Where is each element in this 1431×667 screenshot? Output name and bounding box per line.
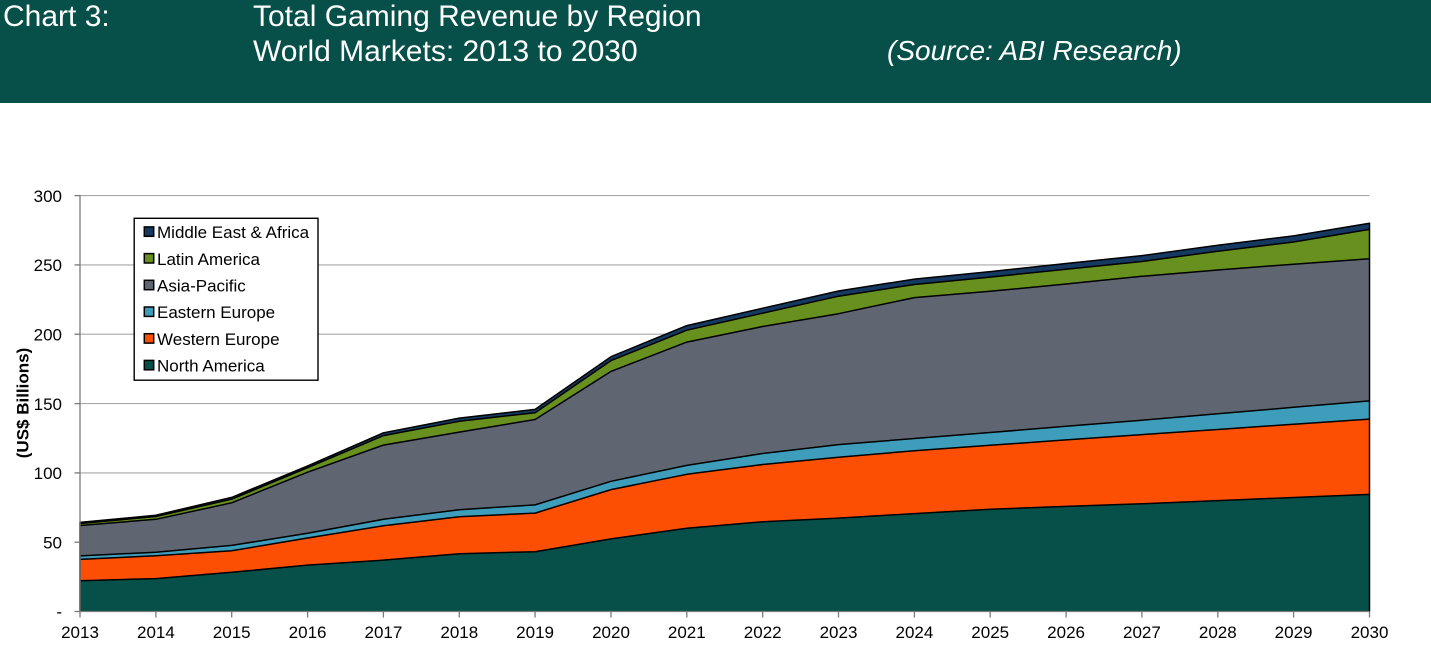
svg-text:Asia-Pacific: Asia-Pacific: [157, 277, 246, 296]
svg-text:2014: 2014: [137, 623, 175, 642]
svg-text:2026: 2026: [1047, 623, 1085, 642]
svg-text:(US$ Billions): (US$ Billions): [14, 348, 33, 459]
svg-text:2019: 2019: [516, 623, 554, 642]
svg-text:100: 100: [34, 464, 62, 483]
svg-text:2027: 2027: [1123, 623, 1161, 642]
svg-text:Eastern Europe: Eastern Europe: [157, 303, 275, 322]
svg-text:2022: 2022: [744, 623, 782, 642]
svg-text:Latin America: Latin America: [157, 250, 261, 269]
svg-text:2016: 2016: [289, 623, 327, 642]
svg-text:2015: 2015: [213, 623, 251, 642]
svg-text:2013: 2013: [61, 623, 99, 642]
svg-text:2020: 2020: [592, 623, 630, 642]
svg-text:50: 50: [43, 533, 62, 552]
svg-text:-: -: [56, 603, 62, 622]
svg-text:150: 150: [34, 395, 62, 414]
svg-text:2023: 2023: [820, 623, 858, 642]
svg-text:2018: 2018: [440, 623, 478, 642]
svg-text:2017: 2017: [364, 623, 402, 642]
svg-text:200: 200: [34, 325, 62, 344]
svg-text:250: 250: [34, 256, 62, 275]
svg-text:2021: 2021: [668, 623, 706, 642]
svg-text:2028: 2028: [1199, 623, 1237, 642]
svg-text:North America: North America: [157, 357, 265, 376]
svg-text:300: 300: [34, 187, 62, 206]
svg-text:2030: 2030: [1351, 623, 1389, 642]
svg-text:2024: 2024: [895, 623, 933, 642]
svg-text:Western Europe: Western Europe: [157, 330, 280, 349]
svg-text:2025: 2025: [971, 623, 1009, 642]
svg-text:2029: 2029: [1275, 623, 1313, 642]
svg-text:Middle East & Africa: Middle East & Africa: [157, 223, 310, 242]
